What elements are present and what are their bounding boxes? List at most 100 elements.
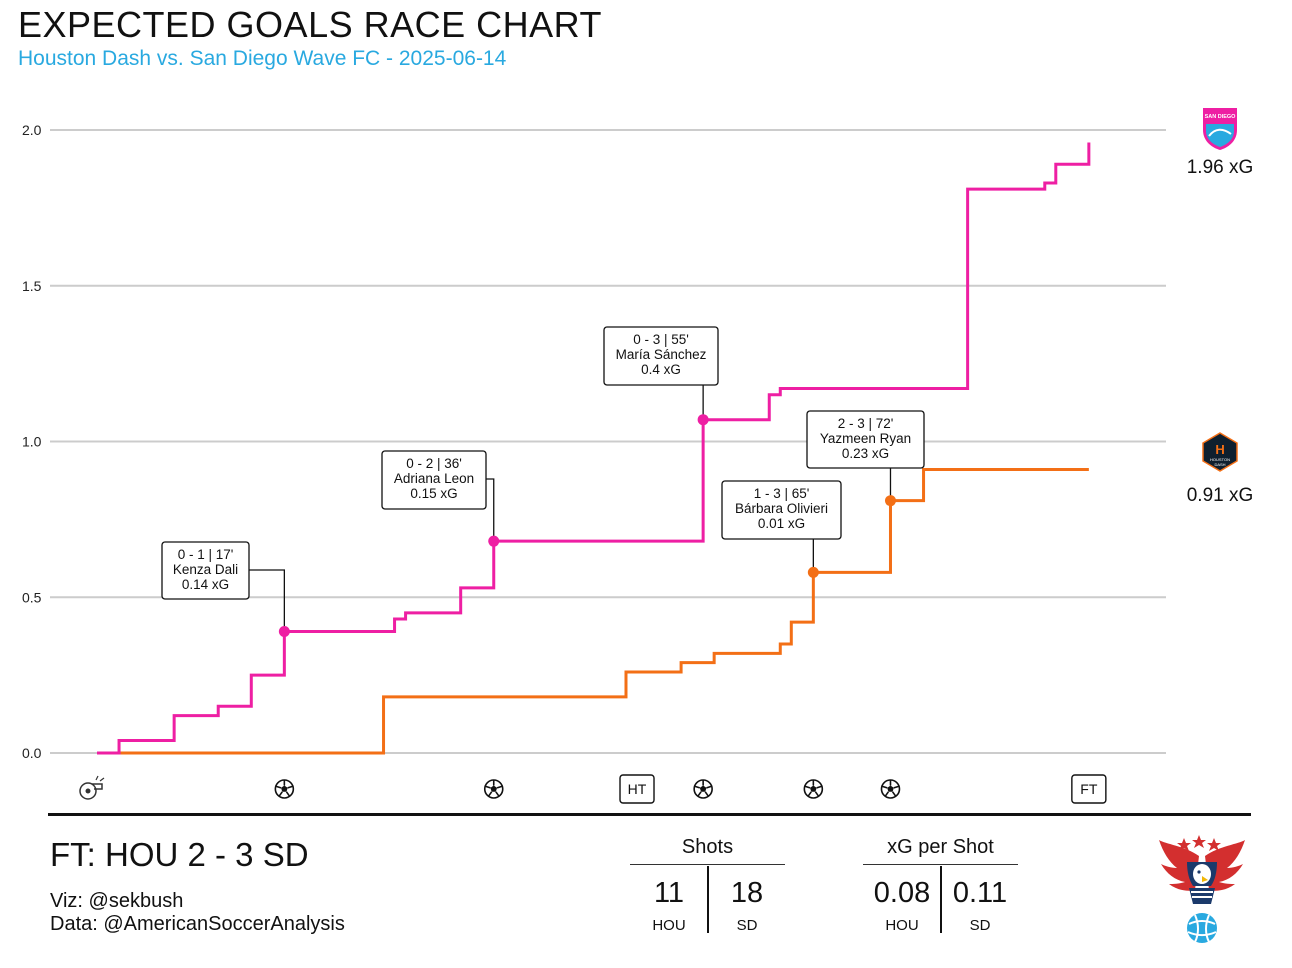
y-tick-label: 1.0	[22, 434, 42, 450]
xg-per-shot-sd-value: 0.11	[952, 877, 1008, 909]
soccer-ball-icon	[803, 779, 824, 799]
ball-patch	[810, 785, 817, 792]
goal-point	[884, 495, 896, 507]
y-tick-label: 2.0	[22, 122, 42, 138]
goal-xg-label: 0.14 xG	[182, 577, 229, 592]
goal-annotation-box	[603, 326, 719, 386]
xg-per-shot-separator	[940, 866, 942, 933]
ball-seam	[881, 785, 888, 789]
san-diego-xg-line	[97, 142, 1091, 755]
ball-seam	[694, 785, 701, 789]
halftime-marker-box	[619, 774, 655, 804]
ball-seam	[891, 791, 897, 797]
shots-header: Shots	[630, 836, 785, 865]
goal-annotation-box	[721, 480, 842, 540]
ball-patch	[699, 785, 707, 792]
ball-seam	[496, 785, 503, 789]
goal-point	[697, 414, 709, 426]
goal-xg-label: 0.4 xG	[641, 362, 681, 377]
shots-sd-value: 18	[730, 877, 764, 909]
goal-annotation-box	[381, 450, 487, 510]
shots-separator	[707, 866, 709, 933]
ball-seam	[278, 791, 283, 797]
ball-seam	[484, 785, 491, 789]
goal-player-label: Bárbara Olivieri	[735, 501, 828, 516]
whistle-mouth	[92, 783, 103, 790]
goal-player-label: Yazmeen Ryan	[820, 431, 911, 446]
ball-seam	[487, 791, 493, 797]
y-tick-label: 1.5	[22, 278, 42, 294]
soccer-ball-icon	[274, 779, 295, 799]
chart-subtitle: Houston Dash vs. San Diego Wave FC - 202…	[18, 47, 507, 70]
data-credit: Data: @AmericanSoccerAnalysis	[50, 913, 345, 935]
soccer-ball-icon	[880, 779, 901, 799]
badge-wave	[1206, 124, 1234, 147]
y-tick-label: 0.0	[22, 745, 42, 761]
goal-score-label: 0 - 2 | 36'	[406, 456, 462, 471]
goal-xg-label: 0.23 xG	[842, 446, 889, 461]
xg-per-shot-hou-value: 0.08	[873, 877, 931, 909]
ball-patch	[490, 785, 498, 792]
goal-score-label: 2 - 3 | 72'	[838, 416, 894, 431]
goal-xg-label: 0.15 xG	[410, 486, 457, 501]
ball-patch	[887, 785, 894, 792]
goal-player-label: Kenza Dali	[173, 562, 238, 577]
fulltime-marker-label: FT	[1080, 781, 1098, 797]
ball-patch	[281, 785, 288, 792]
ball-seam	[275, 785, 282, 789]
badge-shape	[1202, 432, 1238, 472]
goal-connector	[249, 569, 286, 632]
ball-seam	[704, 791, 710, 797]
goal-player-label: Adriana Leon	[394, 471, 474, 486]
houston-total-xg: 0.91 xG	[1187, 485, 1254, 506]
ball-seam	[884, 791, 890, 797]
viz-credit: Viz: @sekbush	[50, 890, 184, 912]
shots-sd-label: SD	[736, 917, 758, 934]
whistle-body	[79, 782, 97, 800]
shots-hou-label: HOU	[652, 917, 686, 934]
ball-seam	[706, 785, 712, 789]
goal-score-label: 0 - 1 | 17'	[178, 547, 234, 562]
whistle-sound	[99, 777, 105, 782]
xg-per-shot-hou-label: HOU	[885, 917, 919, 934]
shots-hou-value: 11	[653, 877, 685, 909]
ball-seam	[697, 791, 702, 797]
ball-seam	[807, 791, 812, 797]
houston-xg-line	[97, 468, 1089, 755]
goal-player-label: María Sánchez	[616, 347, 707, 362]
badge-text: HOUSTON	[1210, 457, 1230, 462]
goal-point	[807, 566, 819, 578]
badge-letter: H	[1215, 442, 1224, 457]
ball-seam	[495, 791, 500, 797]
badge-wave-line	[1208, 128, 1232, 137]
ball-seam	[287, 785, 294, 789]
goal-score-label: 0 - 3 | 55'	[633, 332, 689, 347]
badge-text: SAN DIEGO	[1205, 114, 1237, 120]
xg-per-shot-sd-label: SD	[969, 917, 991, 934]
ball-seam	[814, 791, 820, 797]
goal-xg-label: 0.01 xG	[758, 516, 805, 531]
whistle-ball	[85, 788, 91, 794]
ball-seam	[285, 791, 291, 797]
goal-annotation-box	[161, 541, 250, 600]
y-tick-label: 0.5	[22, 589, 42, 605]
goal-point	[278, 626, 290, 638]
ball-seam	[816, 785, 823, 789]
fulltime-marker-box	[1071, 774, 1107, 804]
goal-point	[488, 535, 500, 547]
whistle-icon	[79, 775, 105, 800]
soccer-ball-icon	[693, 779, 713, 799]
xg-race-chart: 0.0 0.5 1.0 1.5 2.0 0 - 1 | 17'Kenza Dali0.14…	[22, 108, 1254, 804]
chart-title: EXPECTED GOALS RACE CHART	[18, 4, 602, 45]
goal-connector	[486, 478, 495, 542]
halftime-marker-label: HT	[628, 781, 647, 797]
xg-per-shot-header: xG per Shot	[863, 836, 1018, 865]
whistle-sound	[95, 775, 99, 781]
footer-divider	[48, 813, 1251, 816]
ball-seam	[804, 785, 811, 789]
soccer-ball-icon	[483, 779, 504, 799]
eagle-logo-icon	[1159, 835, 1245, 943]
goal-annotation-box	[806, 410, 925, 469]
badge-text: DASH	[1214, 462, 1225, 467]
